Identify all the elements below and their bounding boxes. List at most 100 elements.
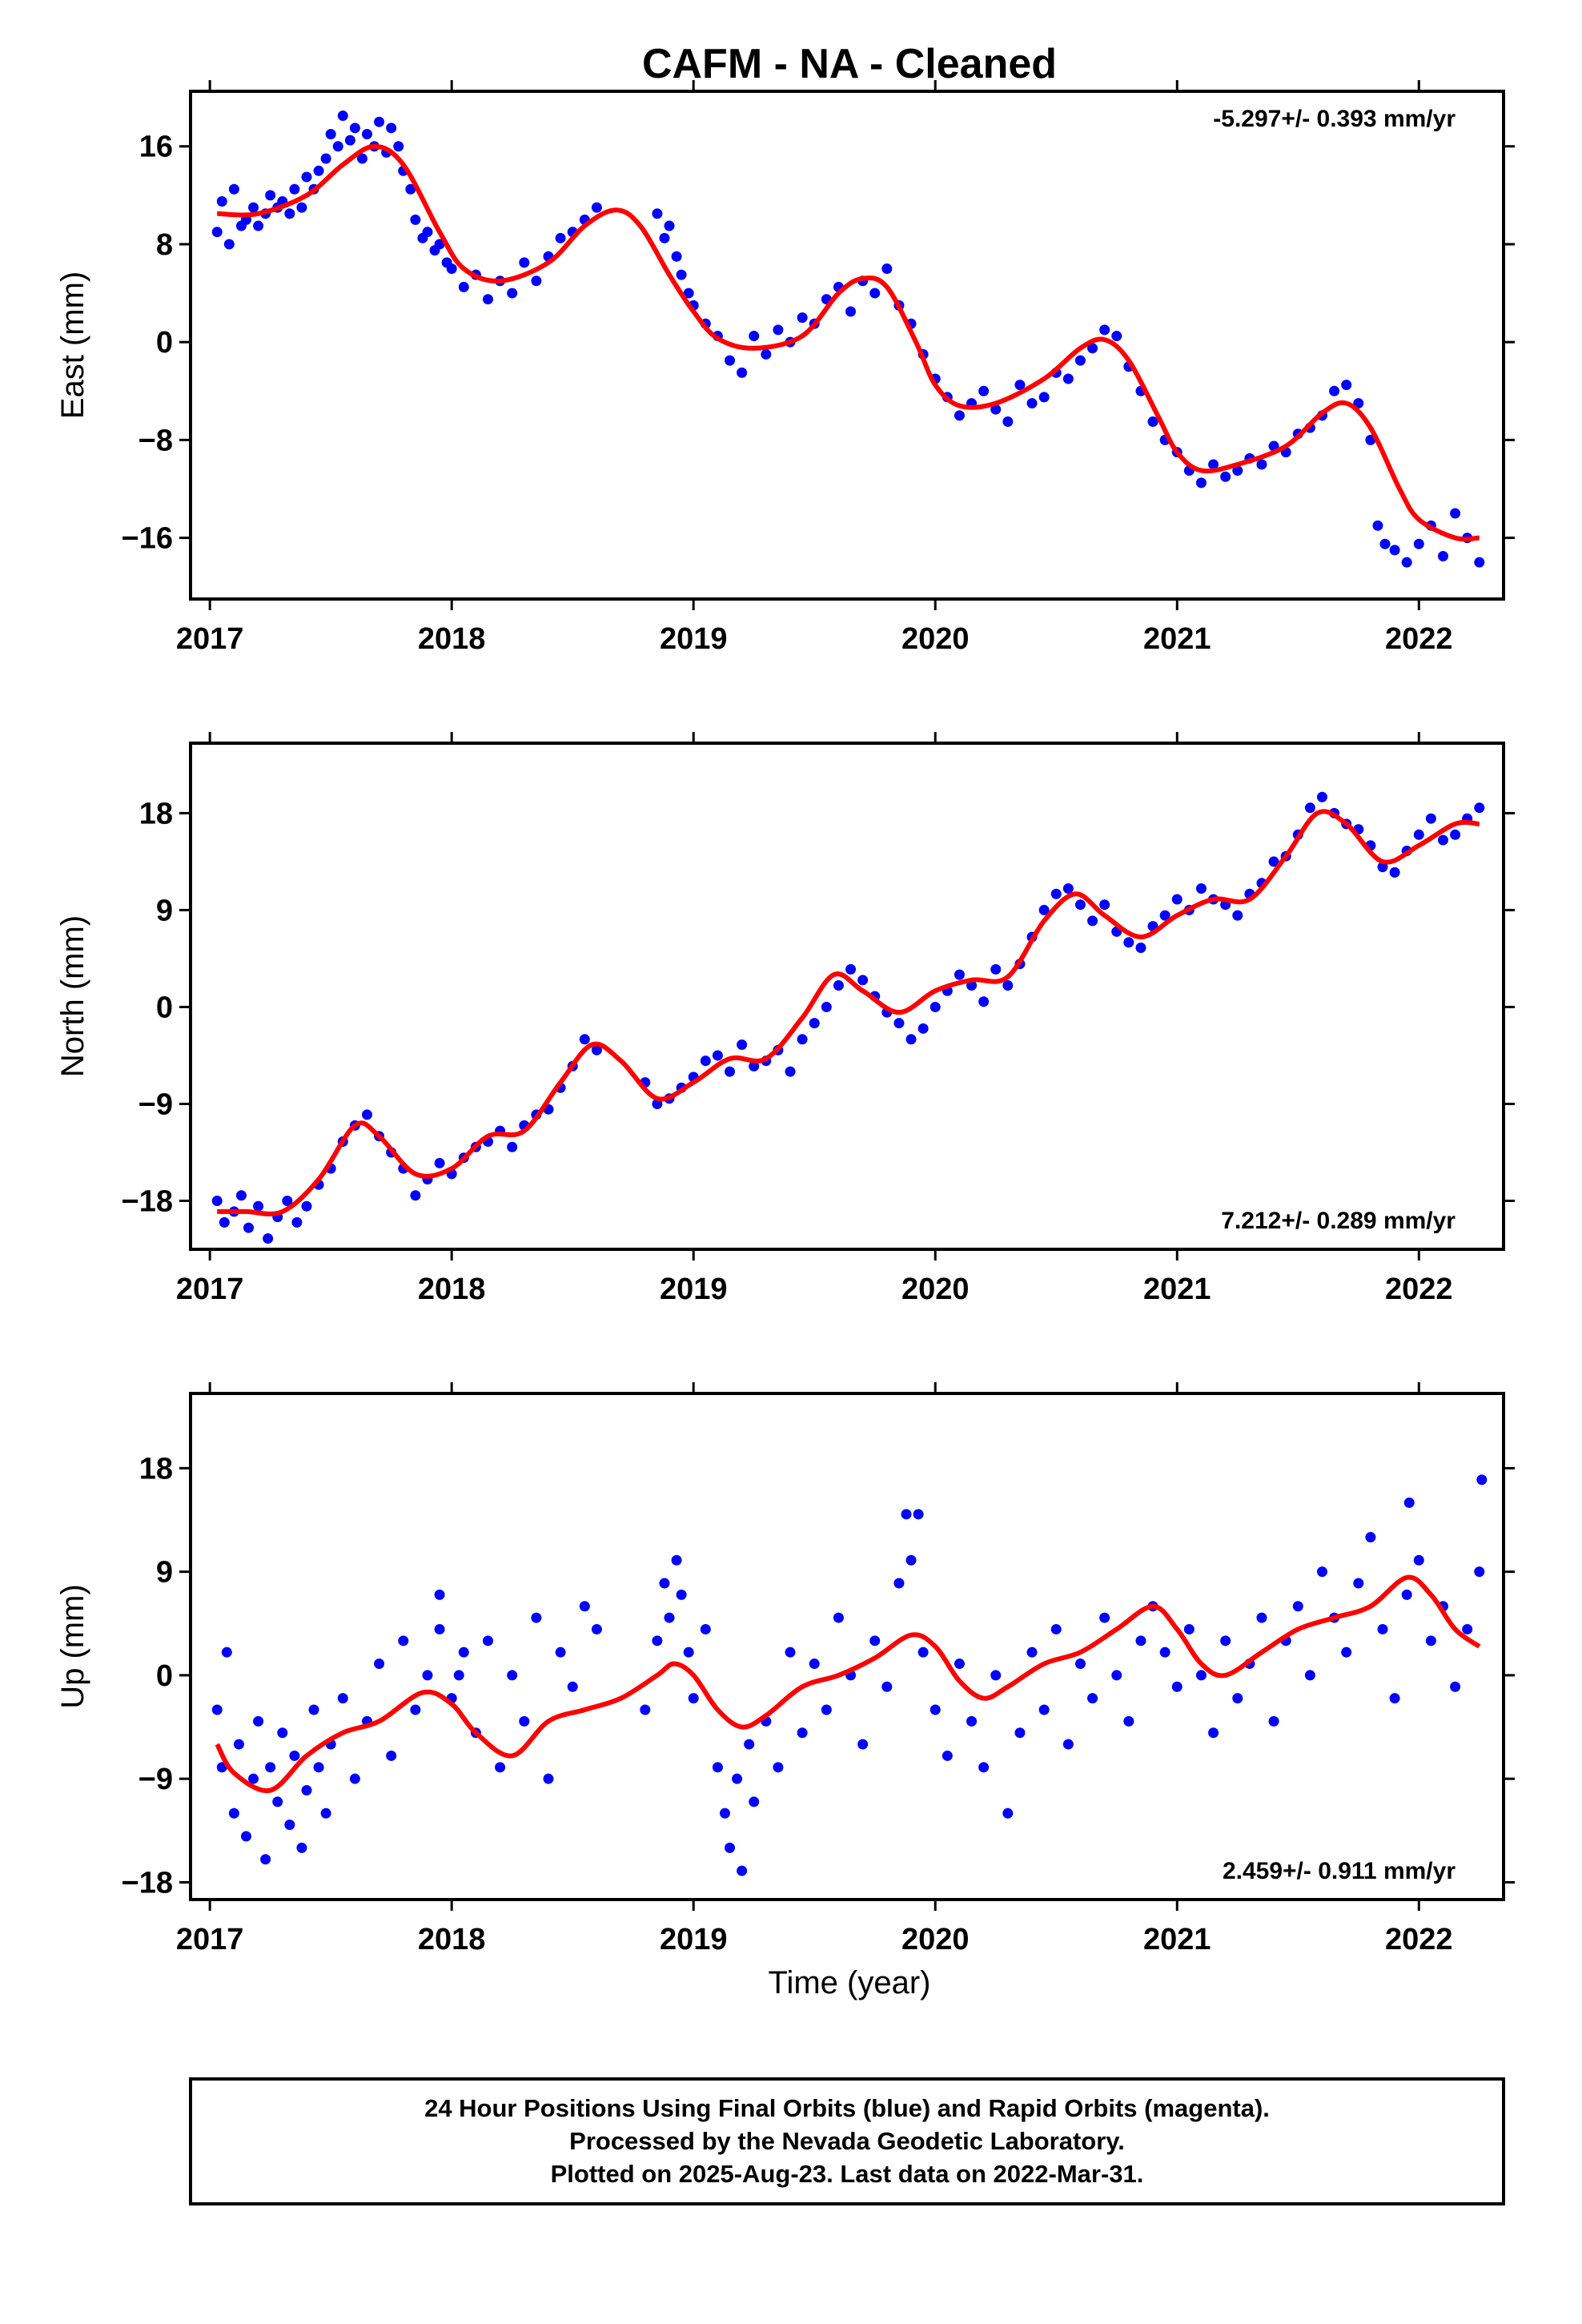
east-data-point (1437, 551, 1448, 562)
up-data-point (1403, 1497, 1415, 1508)
east-data-point (1208, 459, 1219, 470)
east-data-point (1474, 557, 1485, 568)
up-data-point (1183, 1623, 1195, 1634)
north-data-point (797, 1034, 808, 1045)
north-data-point (1002, 980, 1014, 991)
up-data-point (1123, 1715, 1134, 1727)
north-data-point (809, 1018, 820, 1029)
up-data-point (749, 1796, 760, 1807)
east-data-point (1220, 471, 1231, 482)
up-data-point (732, 1773, 743, 1784)
north-data-point (893, 1018, 905, 1029)
east-data-point (289, 183, 300, 195)
east-data-point (881, 263, 893, 275)
north-plot-frame (189, 742, 1505, 1251)
north-data-point (1062, 883, 1074, 895)
east-data-point (228, 183, 239, 195)
east-data-point (519, 257, 530, 268)
up-data-point (349, 1773, 360, 1784)
north-data-point (253, 1200, 264, 1212)
footer-line-3: Plotted on 2025-Aug-23. Last data on 202… (551, 2160, 1144, 2188)
east-y-tick-label: 8 (156, 228, 173, 262)
east-data-point (1379, 538, 1391, 549)
east-data-point (434, 239, 445, 250)
up-data-point (1365, 1532, 1376, 1543)
up-data-point (893, 1578, 905, 1589)
north-data-point (737, 1039, 748, 1051)
north-data-point (1159, 910, 1170, 921)
up-data-point (1026, 1647, 1038, 1658)
up-data-point (737, 1865, 748, 1876)
east-data-point (386, 123, 397, 134)
north-x-tick-labels: 2017 2018 2019 2020 2021 2022 (176, 1273, 1453, 1306)
up-data-point (301, 1785, 312, 1796)
east-data-point (1147, 416, 1158, 427)
footer-box: 24 Hour Positions Using Final Orbits (bl… (189, 2077, 1505, 2205)
east-data-point (1450, 508, 1461, 519)
east-data-point (659, 232, 670, 243)
east-data-point (1014, 380, 1026, 391)
north-y-tick-labels: 18 9 0 −9 −18 (122, 797, 173, 1218)
north-x-tick-label: 2020 (901, 1273, 970, 1306)
up-y-tick-label: −9 (139, 1763, 173, 1796)
up-data-point (1389, 1693, 1400, 1704)
up-data-point (434, 1589, 445, 1600)
east-x-tick-label: 2018 (418, 622, 486, 656)
up-data-point (1413, 1554, 1424, 1566)
east-data-point (458, 281, 469, 292)
north-data-point (785, 1066, 796, 1077)
north-data-point (263, 1233, 274, 1244)
up-data-point (1353, 1578, 1364, 1589)
north-y-axis-label: North (mm) (55, 915, 90, 1077)
east-data-point (725, 355, 736, 366)
up-data-point (809, 1659, 820, 1670)
east-data-point (978, 385, 990, 396)
up-data-point (1099, 1612, 1110, 1623)
east-x-tick-label: 2021 (1143, 622, 1211, 656)
up-data-point (1341, 1647, 1352, 1658)
up-x-tick-labels: 2017 2018 2019 2020 2021 2022 (176, 1923, 1453, 1956)
east-data-point (869, 287, 881, 299)
east-data-point (761, 348, 772, 360)
up-data-point (1087, 1693, 1098, 1704)
up-data-point (482, 1635, 493, 1647)
north-data-point (579, 1034, 590, 1045)
up-data-point (744, 1739, 755, 1750)
north-data-point (1304, 802, 1315, 814)
east-ticks (179, 80, 1515, 610)
north-data-point (1232, 910, 1243, 921)
up-fit-line (215, 1574, 1481, 1794)
up-data-point (659, 1578, 670, 1589)
up-x-tick-label: 2017 (176, 1923, 244, 1956)
up-data-point (1014, 1727, 1026, 1739)
up-x-tick-label: 2022 (1385, 1923, 1453, 1956)
north-data-point (1474, 802, 1485, 814)
north-x-tick-label: 2022 (1385, 1273, 1453, 1306)
up-data-point (507, 1670, 518, 1681)
east-data-point (737, 367, 748, 378)
east-data-point (313, 165, 324, 176)
up-data-point (579, 1601, 590, 1612)
north-data-point (833, 980, 844, 991)
north-x-tick-label: 2017 (176, 1273, 244, 1306)
east-data-point (320, 153, 331, 164)
north-data-point (219, 1216, 230, 1228)
up-data-point (284, 1819, 295, 1831)
north-y-tick-label: 18 (139, 797, 173, 830)
east-data-point (797, 312, 808, 324)
up-data-point (453, 1670, 464, 1681)
up-data-point (374, 1659, 385, 1670)
north-data-point (1425, 813, 1436, 824)
east-data-point (422, 227, 433, 238)
up-data-point (240, 1831, 251, 1842)
east-data-point (356, 153, 367, 164)
east-data-point (773, 324, 784, 336)
up-data-point (676, 1589, 687, 1600)
north-data-point (905, 1034, 917, 1045)
up-data-point (901, 1509, 912, 1520)
east-data-point (954, 410, 965, 421)
figure-title: CAFM - NA - Cleaned (642, 41, 1057, 87)
north-data-point (1050, 888, 1062, 899)
up-data-point (386, 1750, 397, 1761)
